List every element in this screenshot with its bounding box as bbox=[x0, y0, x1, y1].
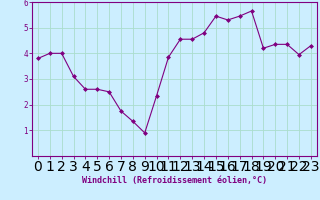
X-axis label: Windchill (Refroidissement éolien,°C): Windchill (Refroidissement éolien,°C) bbox=[82, 176, 267, 185]
